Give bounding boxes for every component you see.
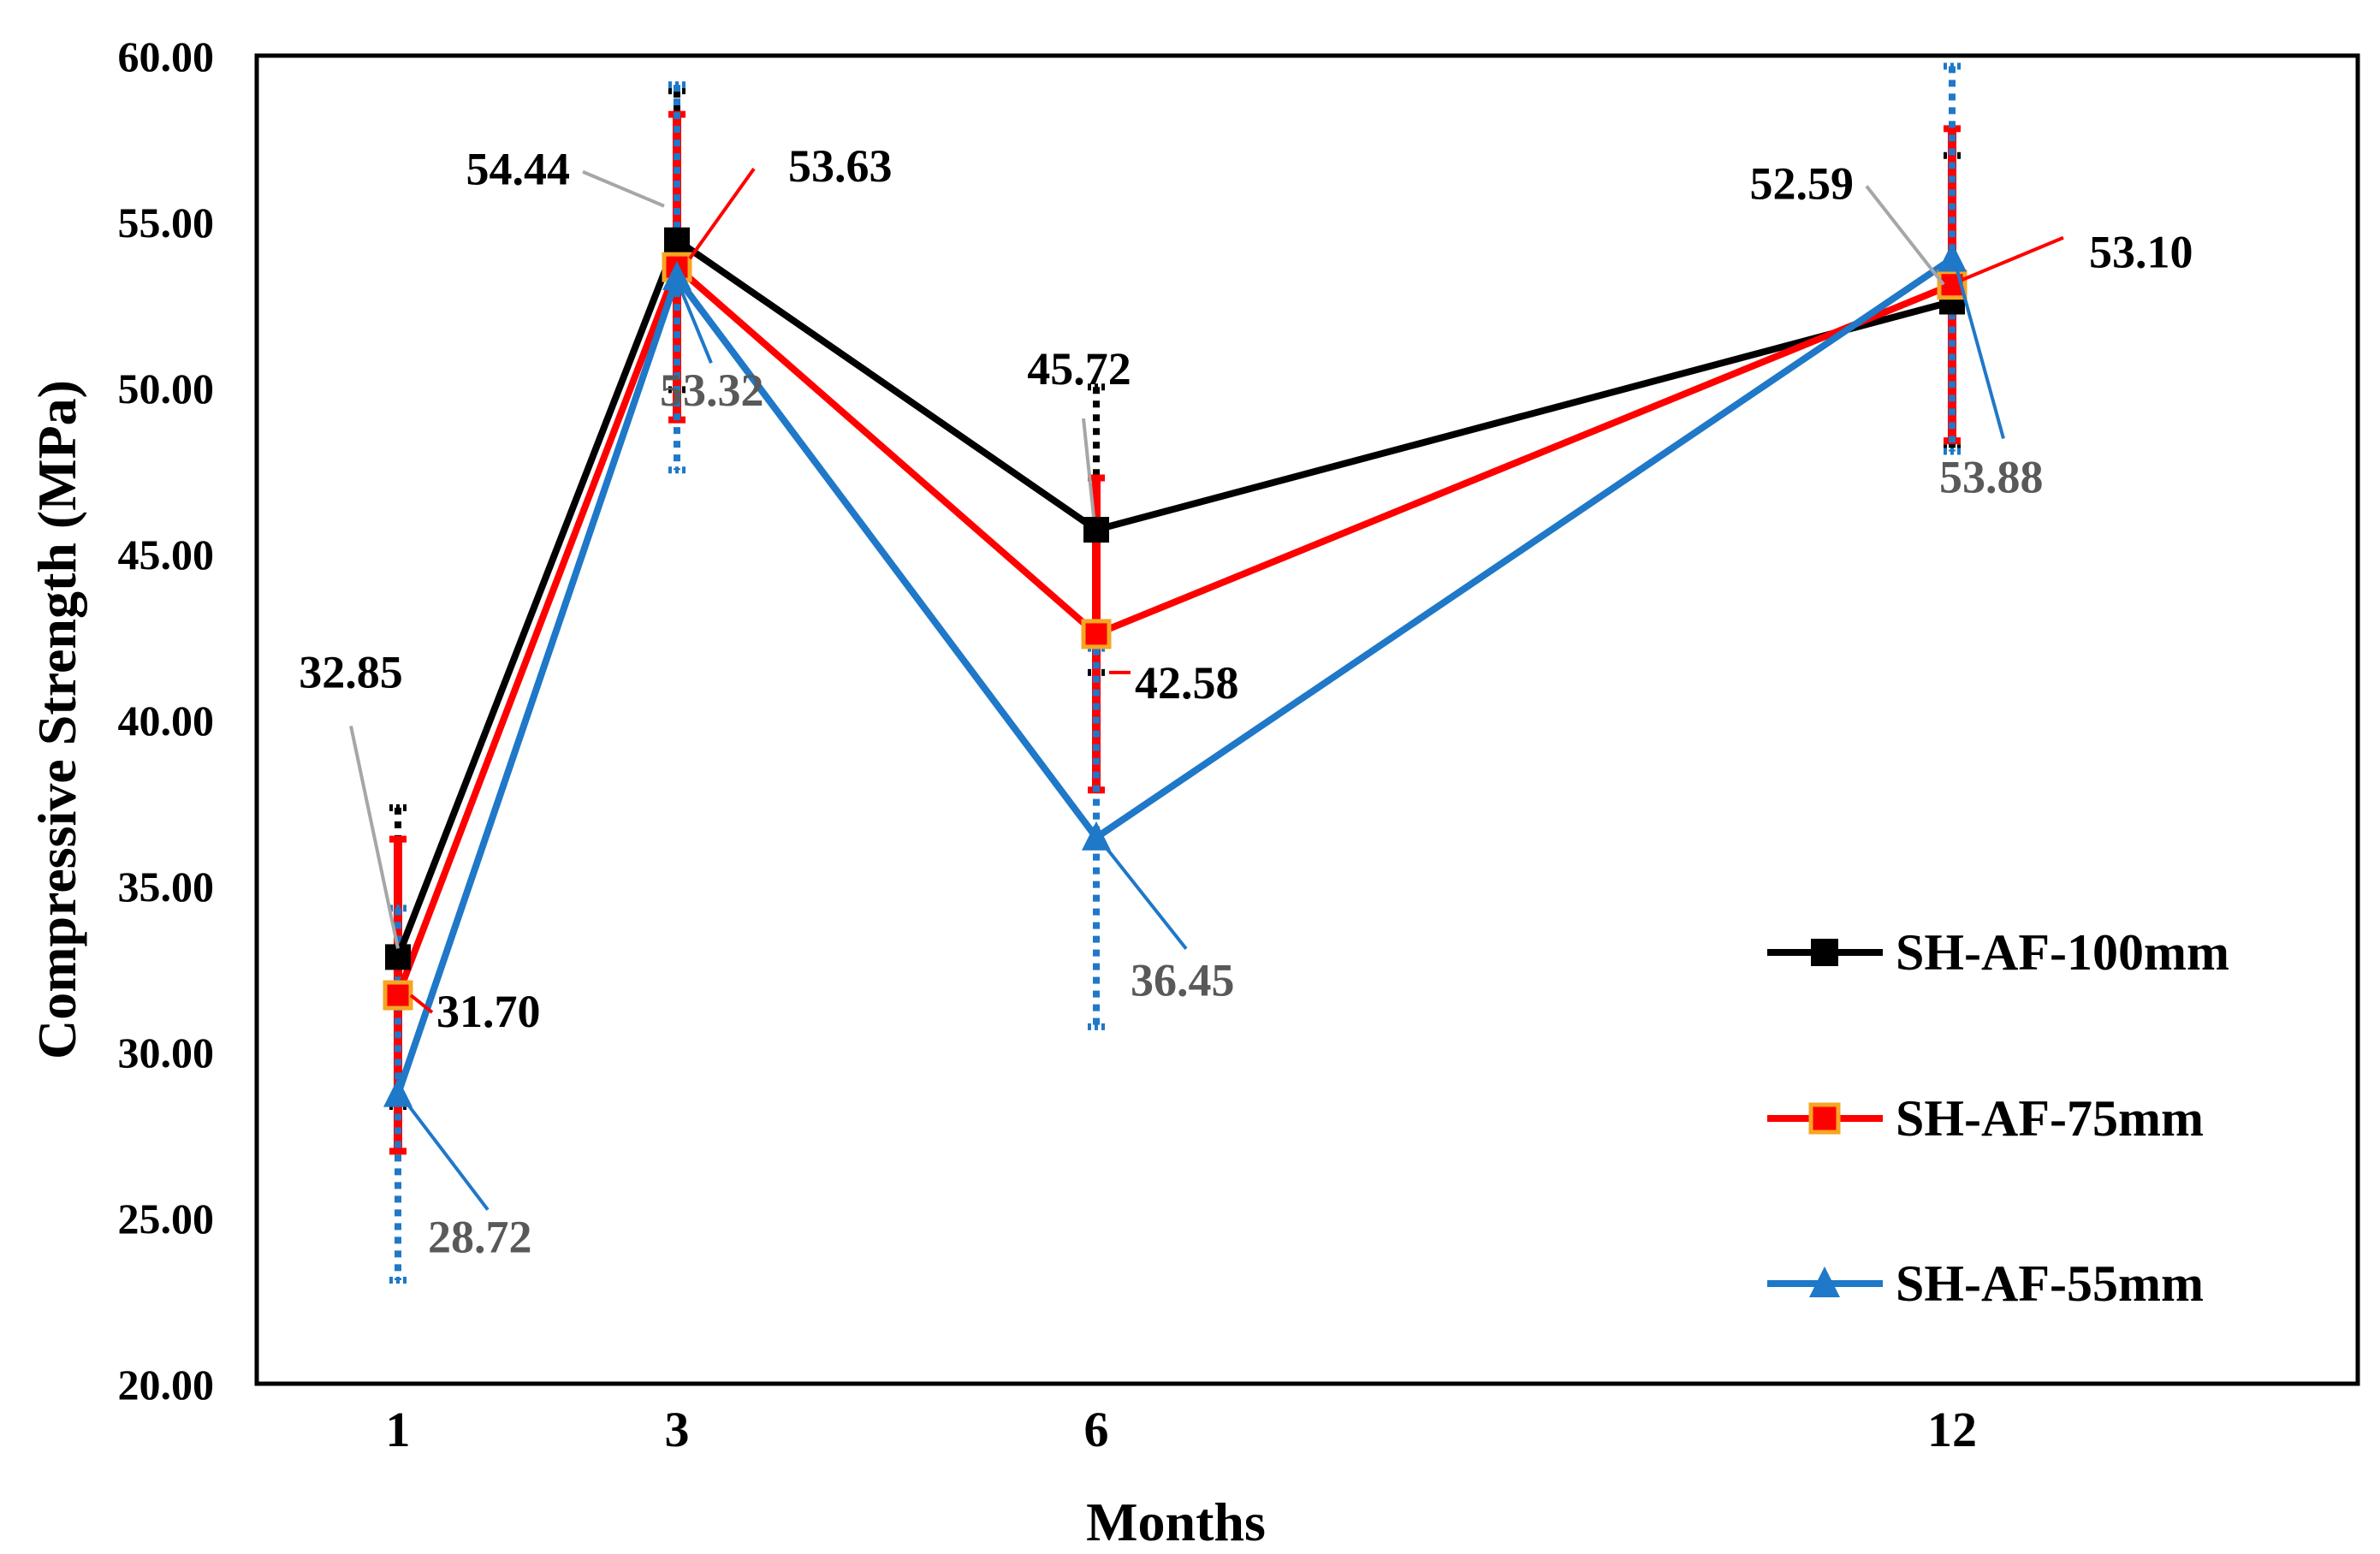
legend-label: SH-AF-75mm [1896,1090,2204,1147]
data-point-marker [1083,517,1109,543]
data-label: 53.10 [2089,227,2193,278]
y-tick-label: 45.00 [118,531,215,578]
data-label: 53.32 [660,365,764,416]
x-axis-title: Months [1086,1492,1266,1552]
y-tick-label: 60.00 [118,33,215,80]
y-tick-label: 35.00 [118,863,215,910]
data-label-leader [1103,845,1188,950]
plot-area-frame [254,53,2360,1386]
y-tick-label: 50.00 [118,365,215,412]
data-label: 52.59 [1750,158,1855,210]
data-label: 42.58 [1135,657,1239,709]
data-label: 36.45 [1131,955,1235,1006]
data-label-leader [680,289,713,364]
x-tick-label: 6 [1084,1402,1109,1457]
data-point-marker [1081,619,1112,649]
data-point-marker [383,1077,412,1107]
x-tick-label: 1 [386,1402,411,1457]
series-line [395,234,1954,958]
y-tick-label: 20.00 [118,1361,215,1409]
legend-marker [1811,939,1838,966]
y-tick-label: 30.00 [118,1029,215,1077]
x-tick-label: 12 [1927,1402,1977,1457]
y-axis-title: Compressive Strength (MPa) [27,380,87,1059]
data-point-marker [1082,821,1111,851]
legend-marker [1808,1102,1841,1135]
legend-label: SH-AF-55mm [1896,1255,2204,1312]
data-label-leader [688,167,756,260]
data-label: 53.88 [1939,451,2044,502]
series-line [395,256,1955,1095]
data-point-marker [383,980,413,1011]
data-label-leader [1955,266,2005,439]
data-point-marker [662,261,691,291]
data-label-leader [409,993,434,1014]
data-label-leader [1082,418,1095,518]
data-label-leader [1865,185,1945,286]
data-label-leader [582,169,665,208]
legend-marker [1809,1266,1840,1297]
series-line [395,261,1954,997]
data-label-leader [349,726,400,949]
data-label: 28.72 [428,1212,532,1263]
data-label: 32.85 [299,646,403,697]
data-label-leader [1960,235,2064,282]
data-point-marker [664,227,690,253]
legend: SH-AF-100mm SH-AF-75mm SH-AF-55mm [1767,924,2229,1312]
y-tick-label: 25.00 [118,1195,215,1243]
data-label: 45.72 [1027,343,1131,394]
data-label-leader [405,1101,490,1211]
data-label: 53.63 [788,140,893,192]
y-tick-label: 55.00 [118,199,215,246]
data-label: 31.70 [436,986,541,1037]
data-point-marker [1937,270,1968,300]
y-tick-label: 40.00 [118,697,215,744]
data-point-marker [1938,242,1967,272]
legend-label: SH-AF-100mm [1896,924,2229,981]
data-label: 54.44 [466,144,571,195]
x-tick-label: 3 [665,1402,690,1457]
